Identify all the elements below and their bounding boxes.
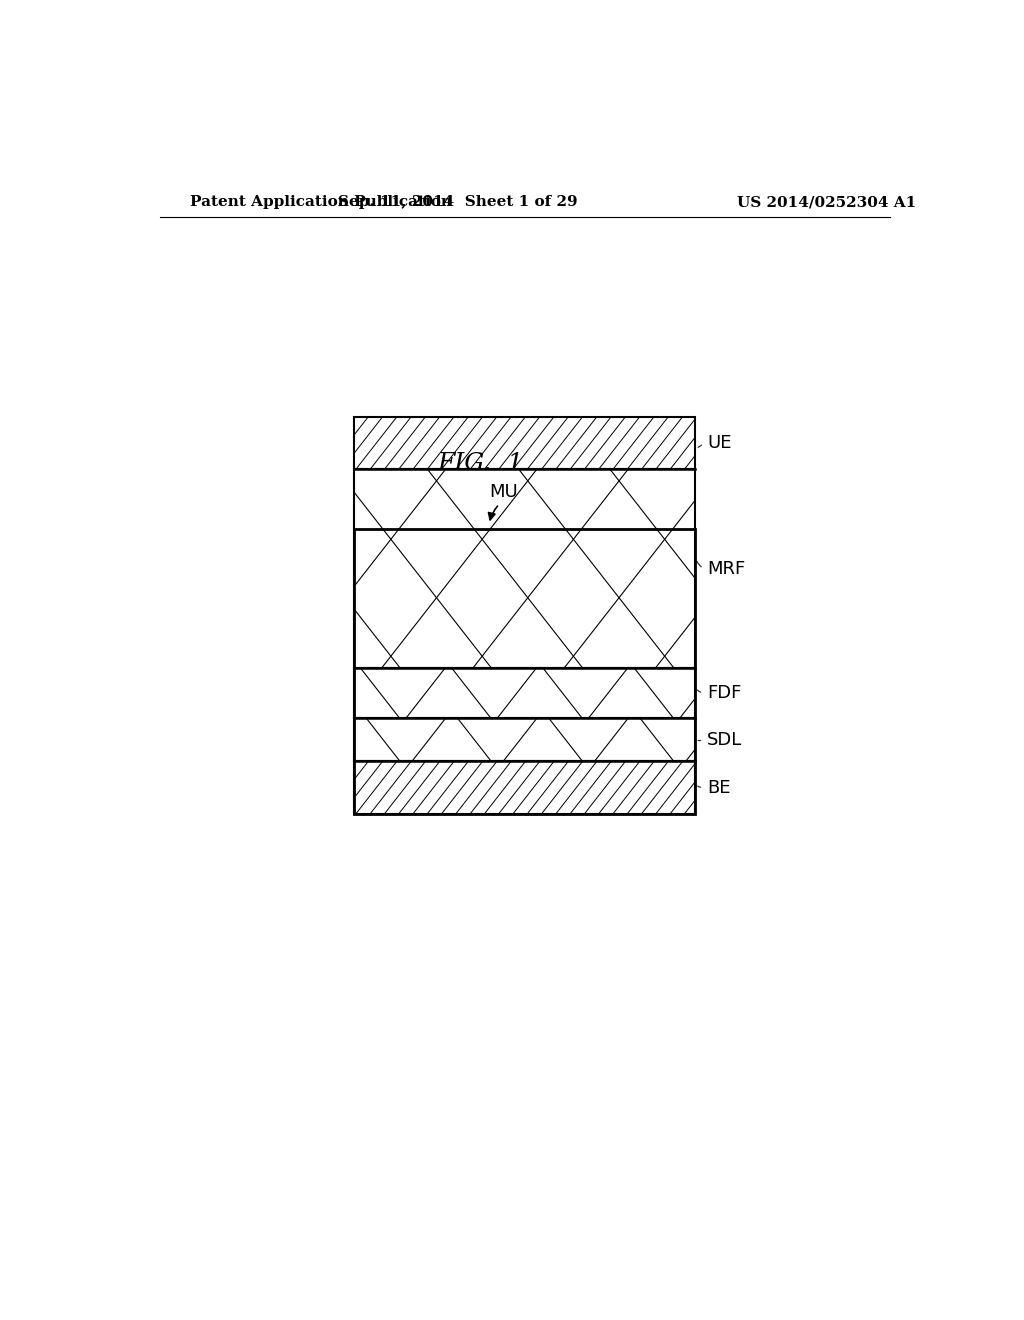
Text: MU: MU (489, 483, 518, 500)
Text: US 2014/0252304 A1: US 2014/0252304 A1 (736, 195, 916, 209)
Text: FIG.  1: FIG. 1 (437, 451, 523, 475)
Text: BE: BE (708, 779, 731, 796)
Text: FDF: FDF (708, 684, 741, 702)
Text: MRF: MRF (708, 560, 745, 578)
Bar (354, 762, 695, 814)
Bar (354, 470, 695, 668)
Bar (354, 529, 695, 814)
Bar (354, 668, 695, 718)
Bar (354, 417, 695, 470)
Text: Sep. 11, 2014  Sheet 1 of 29: Sep. 11, 2014 Sheet 1 of 29 (338, 195, 578, 209)
Text: Patent Application Publication: Patent Application Publication (189, 195, 452, 209)
Bar (354, 718, 695, 762)
Text: SDL: SDL (708, 731, 742, 748)
Text: UE: UE (708, 434, 732, 451)
